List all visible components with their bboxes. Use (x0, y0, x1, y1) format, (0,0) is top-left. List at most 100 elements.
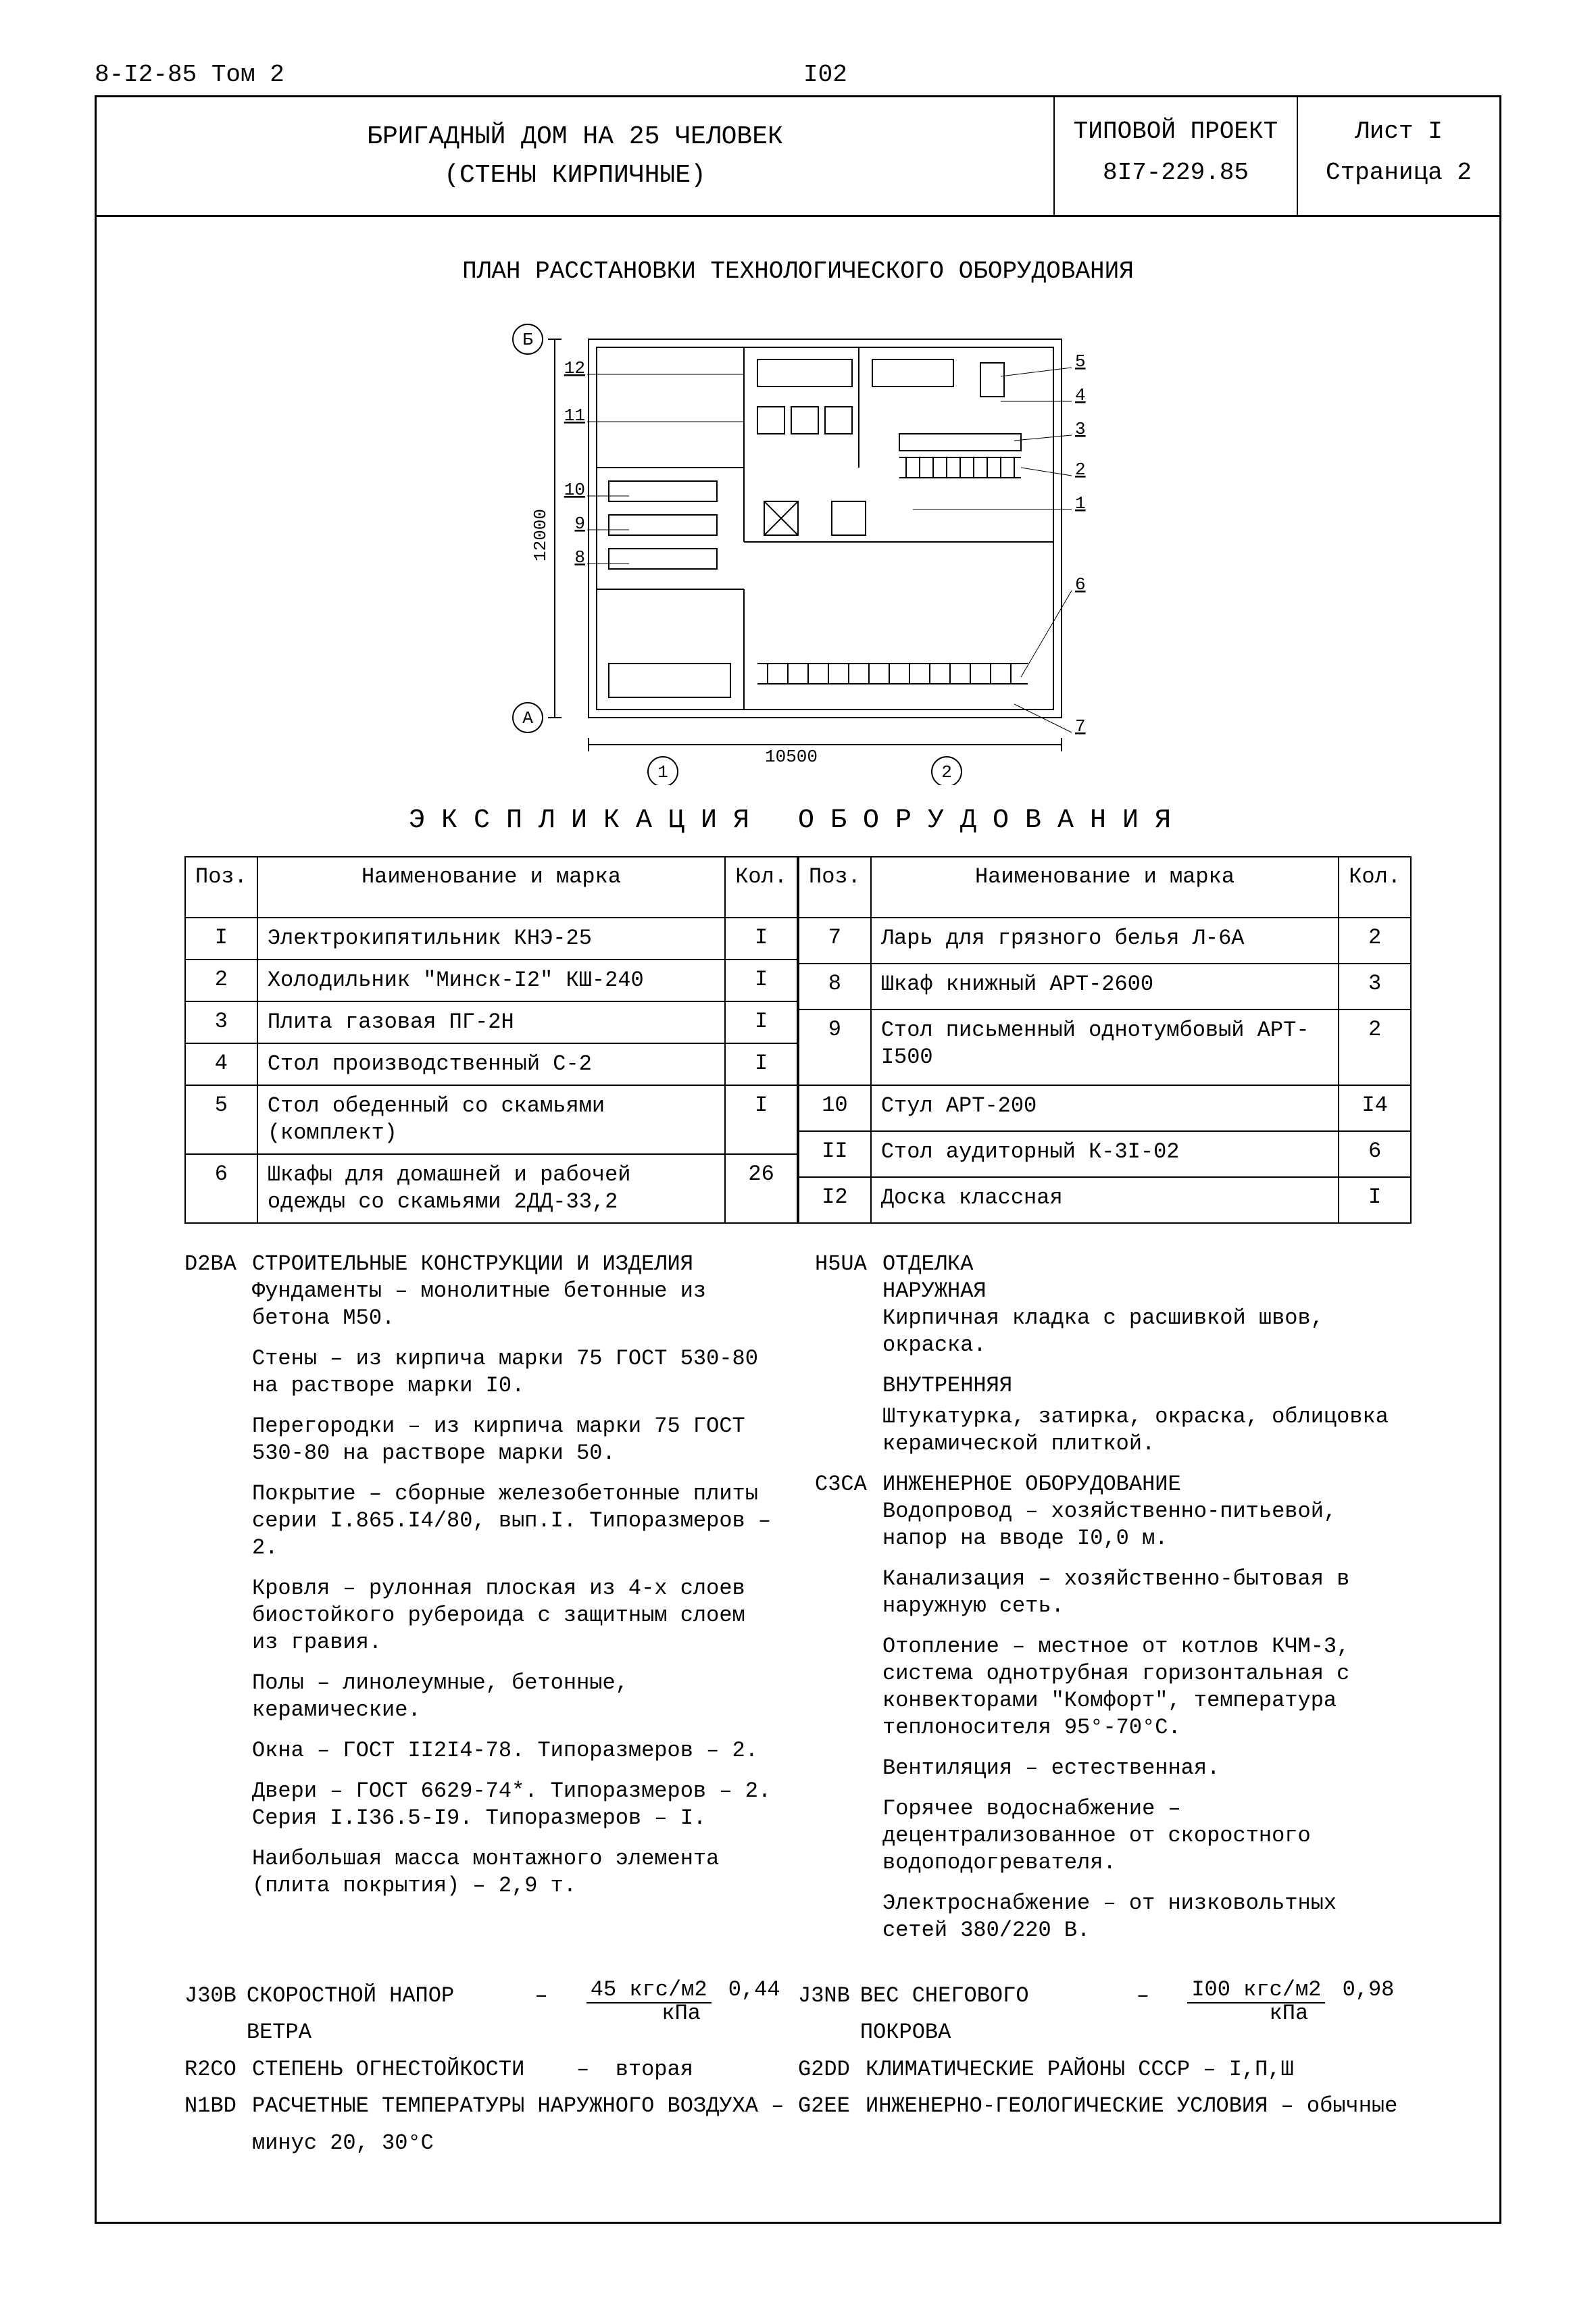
cell-qty: I (725, 1043, 797, 1085)
cell-qty: I (725, 1085, 797, 1154)
paragraph: Штукатурка, затирка, окраска, облицовка … (882, 1403, 1412, 1458)
outer-frame: БРИГАДНЫЙ ДОМ НА 25 ЧЕЛОВЕК (СТЕНЫ КИРПИ… (95, 95, 1501, 2224)
section-subhead: НАРУЖНАЯ (882, 1278, 1412, 1305)
section-code: C3CA (815, 1471, 882, 1498)
cell-qty: I4 (1339, 1085, 1411, 1131)
table-row: IЭлектрокипятильник КНЭ-25I (185, 918, 797, 960)
callout: 10 (564, 480, 585, 500)
cell-pos: 4 (185, 1043, 257, 1085)
param-value: I,П,Ш (1229, 2051, 1294, 2088)
cell-qty: I (1339, 1177, 1411, 1223)
title-main: БРИГАДНЫЙ ДОМ НА 25 ЧЕЛОВЕК (СТЕНЫ КИРПИ… (97, 97, 1053, 215)
param-value: обычные (1307, 2088, 1397, 2162)
callout: 3 (1075, 419, 1086, 439)
cell-qty: 2 (1339, 1010, 1411, 1085)
title-line-1: БРИГАДНЫЙ ДОМ НА 25 ЧЕЛОВЕК (110, 118, 1040, 156)
paragraph: Полы – линолеумные, бетонные, керамическ… (252, 1670, 781, 1724)
page-label: Страница 2 (1312, 152, 1486, 193)
table-row: 9Стол письменный однотумбовый АРТ-I5002 (799, 1010, 1411, 1085)
param-label: СКОРОСТНОЙ НАПОР ВЕТРА (247, 1978, 509, 2051)
table-row: 6Шкафы для домашней и рабочей одежды со … (185, 1154, 797, 1223)
paragraph: Окна – ГОСТ II2I4-78. Типоразмеров – 2. (252, 1737, 781, 1764)
callout: 1 (1075, 493, 1086, 514)
param-value: I00 кгс/м2 0,98 кПа (1170, 1978, 1412, 2051)
paragraph: Стены – из кирпича марки 75 ГОСТ 530-80 … (252, 1345, 781, 1399)
equipment-tables: Поз. Наименование и марка Кол. IЭлектрок… (184, 856, 1412, 1224)
param-label: СТЕПЕНЬ ОГНЕСТОЙКОСТИ (252, 2051, 524, 2088)
col-qty: Кол. (725, 857, 797, 918)
paragraph: Перегородки – из кирпича марки 75 ГОСТ 5… (252, 1413, 781, 1467)
paragraph: Покрытие – сборные железобетонные плиты … (252, 1480, 781, 1562)
callout: 8 (574, 547, 585, 568)
cell-name: Стол письменный однотумбовый АРТ-I500 (871, 1010, 1339, 1085)
table-row: 5Стол обеденный со скамьями (комплект)I (185, 1085, 797, 1154)
callout: 9 (574, 514, 585, 534)
col-name: Наименование и марка (871, 857, 1339, 918)
paragraph: Водопровод – хозяйственно-питьевой, напо… (882, 1498, 1412, 1552)
dim-height: 12000 (530, 509, 551, 562)
sheet-label: Лист I (1312, 111, 1486, 152)
col-pos: Поз. (185, 857, 257, 918)
param-value: минус 20, 30°С (184, 2125, 798, 2162)
callout: 5 (1075, 351, 1086, 372)
paragraph: Фундаменты – монолитные бетонные из бето… (252, 1278, 781, 1332)
section-heading: СТРОИТЕЛЬНЫЕ КОНСТРУКЦИИ И ИЗДЕЛИЯ (252, 1251, 781, 1278)
cell-qty: 6 (1339, 1131, 1411, 1177)
table-row: 2Холодильник "Минск-I2" КШ-240I (185, 960, 797, 1001)
col-name: Наименование и марка (257, 857, 725, 918)
type-code: 8I7-229.85 (1068, 152, 1283, 193)
cell-qty: 2 (1339, 918, 1411, 964)
param-label: ИНЖЕНЕРНО-ГЕОЛОГИЧЕСКИЕ УСЛОВИЯ (866, 2088, 1268, 2162)
section-heading: ИНЖЕНЕРНОЕ ОБОРУДОВАНИЕ (882, 1471, 1412, 1498)
equipment-table-right: Поз. Наименование и марка Кол. 7Ларь для… (798, 856, 1412, 1224)
column-left: D2BA СТРОИТЕЛЬНЫЕ КОНСТРУКЦИИ И ИЗДЕЛИЯ … (184, 1251, 781, 1958)
callout: 11 (564, 405, 585, 426)
param-code: J3NB (798, 1978, 860, 2051)
callout: 2 (1075, 459, 1086, 480)
floor-plan-diagram: А Б 1 2 10500 12000 12 11 10 9 8 5 (426, 299, 1170, 785)
axis-letter: А (522, 708, 533, 728)
title-project: ТИПОВОЙ ПРОЕКТ 8I7-229.85 (1053, 97, 1297, 215)
cell-qty: I (725, 1001, 797, 1043)
param-code: G2DD (798, 2051, 866, 2088)
parameters-block: J30B СКОРОСТНОЙ НАПОР ВЕТРА – 45 кгс/м2 … (184, 1978, 1412, 2162)
cell-pos: 8 (799, 964, 871, 1010)
table-row: IIСтол аудиторный К-3I-026 (799, 1131, 1411, 1177)
paragraph: Двери – ГОСТ 6629-74*. Типоразмеров – 2.… (252, 1778, 781, 1832)
cell-qty: I (725, 960, 797, 1001)
explication-title: ЭКСПЛИКАЦИЯ ОБОРУДОВАНИЯ (124, 805, 1472, 836)
param-code: N1BD (184, 2088, 252, 2124)
table-row: 3Плита газовая ПГ-2НI (185, 1001, 797, 1043)
section-code: H5UA (815, 1251, 882, 1305)
paragraph: Горячее водоснабжение – децентрализованн… (882, 1795, 1412, 1876)
callout: 12 (564, 358, 585, 378)
axis-number: 2 (941, 762, 952, 782)
section-subhead: ВНУТРЕННЯЯ (882, 1372, 1412, 1399)
cell-pos: 3 (185, 1001, 257, 1043)
title-block: БРИГАДНЫЙ ДОМ НА 25 ЧЕЛОВЕК (СТЕНЫ КИРПИ… (97, 97, 1499, 217)
callout: 7 (1075, 716, 1086, 737)
paragraph: Электроснабжение – от низковольтных сете… (882, 1890, 1412, 1944)
paragraph: Кирпичная кладка с расшивкой швов, окрас… (882, 1305, 1412, 1359)
cell-name: Стол обеденный со скамьями (комплект) (257, 1085, 725, 1154)
cell-name: Ларь для грязного белья Л-6А (871, 918, 1339, 964)
param-code: G2EE (798, 2088, 866, 2162)
cell-pos: I2 (799, 1177, 871, 1223)
col-qty: Кол. (1339, 857, 1411, 918)
param-code: J30B (184, 1978, 247, 2051)
axis-letter: Б (522, 330, 533, 350)
col-pos: Поз. (799, 857, 871, 918)
paragraph: Отопление – местное от котлов КЧМ-3, сис… (882, 1633, 1412, 1741)
cell-name: Стол аудиторный К-3I-02 (871, 1131, 1339, 1177)
equipment-table-left: Поз. Наименование и марка Кол. IЭлектрок… (184, 856, 798, 1224)
page: 8-I2-85 Том 2 I02 БРИГАДНЫЙ ДОМ НА 25 ЧЕ… (0, 0, 1596, 2315)
paragraph: Вентиляция – естественная. (882, 1755, 1412, 1782)
cell-qty: I (725, 918, 797, 960)
section-code: D2BA (184, 1251, 252, 1278)
cell-pos: II (799, 1131, 871, 1177)
type-label: ТИПОВОЙ ПРОЕКТ (1068, 111, 1283, 152)
cell-name: Стул АРТ-200 (871, 1085, 1339, 1131)
cell-name: Шкаф книжный АРТ-2600 (871, 964, 1339, 1010)
cell-pos: 9 (799, 1010, 871, 1085)
cell-name: Плита газовая ПГ-2Н (257, 1001, 725, 1043)
